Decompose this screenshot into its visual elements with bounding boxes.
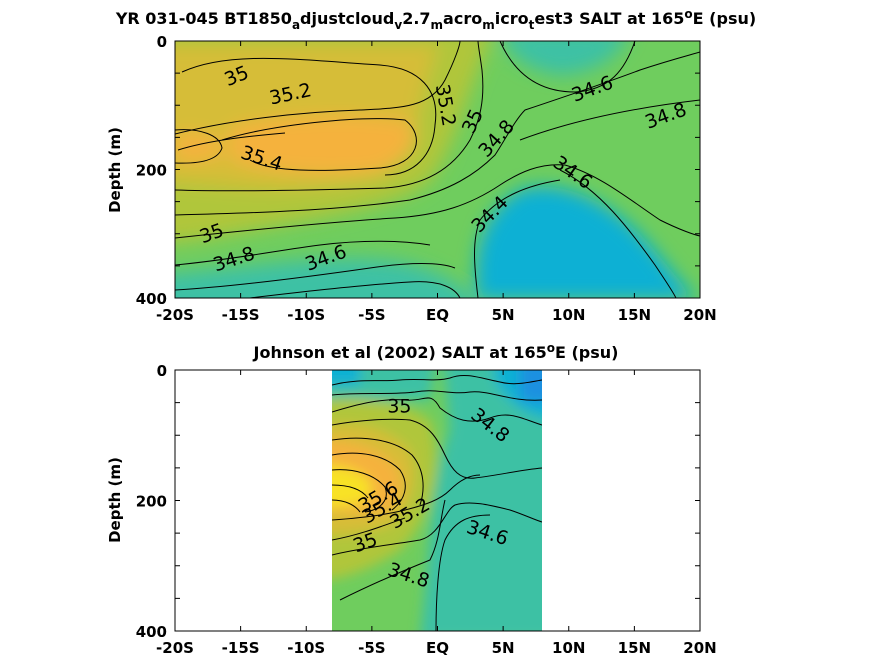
- top-y-axis-label: Depth (m): [106, 127, 124, 213]
- top-x-tick-label: -5S: [358, 306, 385, 324]
- top-y-tick-labels: 0 200 400: [136, 33, 167, 308]
- top-x-tick-label: 20N: [683, 306, 716, 324]
- top-x-tick-label: 15N: [618, 306, 651, 324]
- bottom-x-tick-label: 20N: [683, 639, 716, 656]
- top-tick-marks: [174, 40, 701, 299]
- bottom-y-tick-labels: 0 200 400: [136, 362, 167, 641]
- bottom-x-tick-label: -10S: [287, 639, 325, 656]
- top-chart-title: YR 031-045 BT1850adjustcloudv2.7macromic…: [115, 7, 756, 32]
- top-x-tick-label: 5N: [492, 306, 515, 324]
- bottom-x-tick-label: -5S: [358, 639, 385, 656]
- top-x-tick-label: -10S: [287, 306, 325, 324]
- top-panel: YR 031-045 BT1850adjustcloudv2.7macromic…: [106, 7, 756, 324]
- top-x-tick-label: EQ: [426, 306, 449, 324]
- top-x-tick-label: -20S: [156, 306, 194, 324]
- bottom-y-tick-label: 0: [157, 362, 167, 380]
- bottom-x-tick-label: 15N: [618, 639, 651, 656]
- bottom-chart-title: Johnson et al (2002) SALT at 165oE (psu): [253, 341, 619, 362]
- bottom-x-tick-label: EQ: [426, 639, 449, 656]
- bottom-y-tick-label: 200: [136, 493, 167, 511]
- bottom-x-tick-label: 10N: [552, 639, 585, 656]
- bottom-panel: Johnson et al (2002) SALT at 165oE (psu): [106, 341, 717, 656]
- top-contour-lines: [175, 41, 700, 298]
- bottom-tick-marks: [174, 369, 701, 632]
- top-x-tick-label: -15S: [222, 306, 260, 324]
- bottom-x-tick-label: -15S: [222, 639, 260, 656]
- bottom-contour-label: 35: [387, 396, 411, 418]
- bottom-y-axis-label: Depth (m): [106, 457, 124, 543]
- top-y-tick-label: 400: [136, 290, 167, 308]
- bottom-contour-lines: [332, 375, 542, 631]
- top-x-tick-label: 10N: [552, 306, 585, 324]
- bottom-x-tick-label: 5N: [492, 639, 515, 656]
- top-y-tick-label: 200: [136, 162, 167, 180]
- bottom-y-tick-label: 400: [136, 623, 167, 641]
- bottom-salinity-field: [332, 370, 542, 631]
- top-x-tick-labels: -20S -15S -10S -5S EQ 5N 10N 15N 20N: [156, 306, 717, 324]
- top-salinity-field: [175, 41, 700, 298]
- top-y-tick-label: 0: [157, 33, 167, 51]
- bottom-x-tick-label: -20S: [156, 639, 194, 656]
- bottom-x-tick-labels: -20S -15S -10S -5S EQ 5N 10N 15N 20N: [156, 639, 717, 656]
